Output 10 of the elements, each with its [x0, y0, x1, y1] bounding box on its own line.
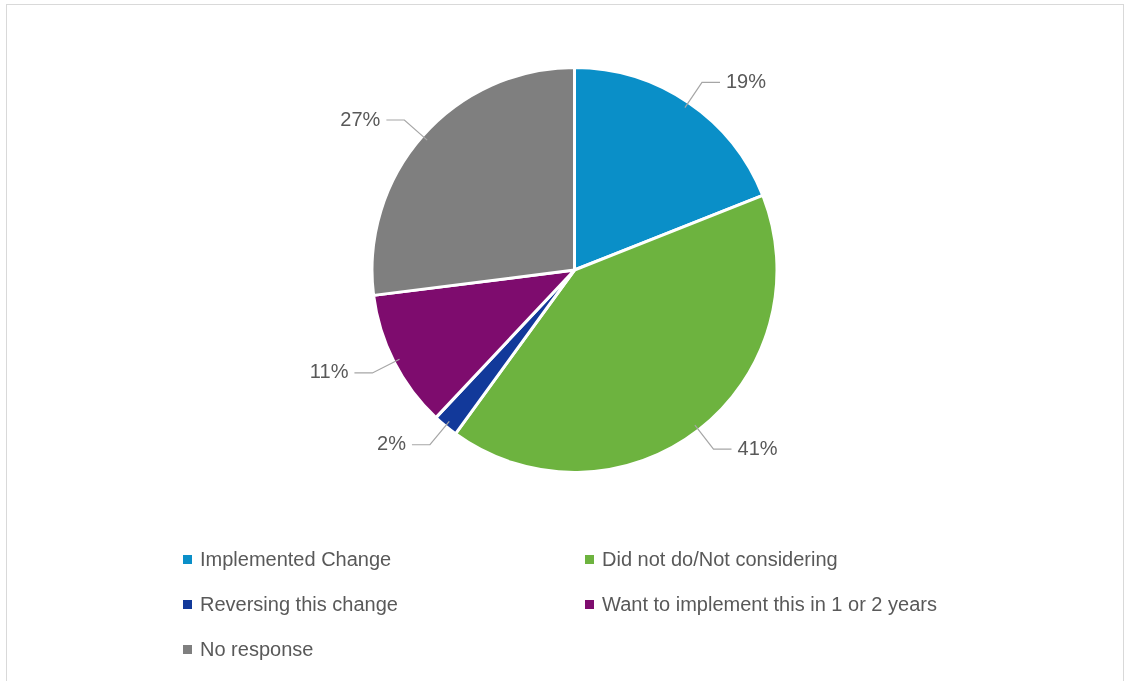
legend-label: Want to implement this in 1 or 2 years	[602, 592, 937, 616]
data-label: 19%	[725, 69, 767, 92]
data-label: 27%	[340, 107, 381, 130]
legend-label: Did not do/Not considering	[602, 547, 838, 571]
legend-label: Reversing this change	[200, 592, 398, 616]
data-label: 11%	[309, 360, 349, 383]
data-label: 2%	[377, 432, 407, 455]
legend-label: No response	[200, 637, 314, 661]
legend-label: Implemented Change	[200, 547, 392, 571]
data-label: 41%	[737, 436, 778, 459]
